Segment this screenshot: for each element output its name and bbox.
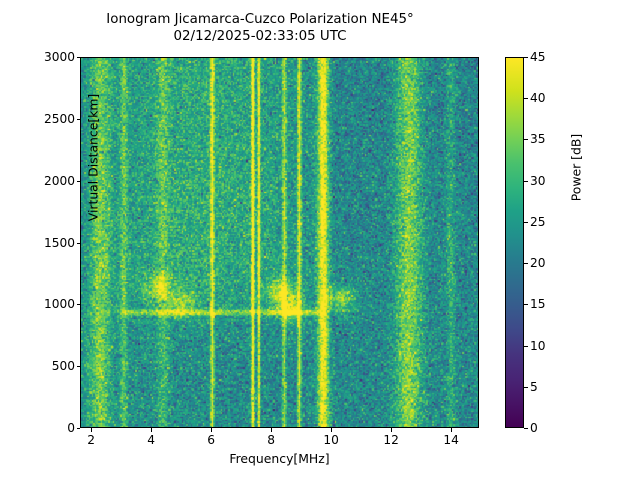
x-tick-label: 4 <box>147 433 155 447</box>
y-tick-label: 2000 <box>43 173 75 188</box>
x-tick-label: 2 <box>87 433 95 447</box>
y-tick-label: 1500 <box>43 235 75 250</box>
x-tick-label: 8 <box>267 433 275 447</box>
colorbar-tick-label: 45 <box>530 50 546 64</box>
x-tick-label: 14 <box>443 433 459 447</box>
x-tick <box>151 428 153 432</box>
x-tick <box>271 428 273 432</box>
colorbar-tick <box>524 57 528 58</box>
colorbar-tick-label: 15 <box>530 297 546 312</box>
ionogram-plot-area <box>80 57 479 428</box>
y-tick <box>76 366 80 368</box>
colorbar-tick <box>524 386 528 388</box>
colorbar-tick-label: 10 <box>530 338 546 353</box>
title-line-2: 02/12/2025-02:33:05 UTC <box>173 29 347 44</box>
colorbar-tick <box>524 263 528 265</box>
colorbar-tick <box>524 345 528 347</box>
y-tick-label: 2500 <box>43 111 75 126</box>
x-tick-label: 12 <box>383 433 399 447</box>
y-tick <box>76 118 80 120</box>
y-tick-label: 1000 <box>43 297 75 312</box>
colorbar-tick <box>524 180 528 182</box>
y-tick <box>76 242 80 244</box>
x-axis-label: Frequency[MHz] <box>229 451 330 466</box>
colorbar-tick-label: 5 <box>530 379 538 394</box>
y-tick-label: 500 <box>51 359 75 374</box>
x-tick <box>391 428 393 432</box>
colorbar-tick <box>524 428 528 429</box>
colorbar-tick <box>524 304 528 306</box>
colorbar-tick <box>524 139 528 141</box>
colorbar-tick-label: 0 <box>530 421 538 435</box>
x-tick-label: 10 <box>323 433 339 447</box>
page-title: Ionogram Jicamarca-Cuzco Polarization NE… <box>0 11 520 45</box>
colorbar-tick <box>524 98 528 100</box>
x-tick <box>91 428 93 432</box>
colorbar-tick-label: 25 <box>530 214 546 229</box>
y-tick-label: 3000 <box>43 50 75 64</box>
ionogram-heatmap <box>81 58 478 427</box>
colorbar-tick <box>524 221 528 223</box>
colorbar-label: Power [dB] <box>568 133 584 202</box>
y-tick <box>76 428 80 429</box>
x-tick-label: 6 <box>207 433 215 447</box>
x-tick <box>451 428 453 432</box>
colorbar-tick-label: 40 <box>530 91 546 106</box>
colorbar <box>505 57 524 428</box>
colorbar-tick-label: 35 <box>530 132 546 147</box>
y-tick <box>76 180 80 182</box>
x-tick <box>331 428 333 432</box>
y-axis-label: Virtual Distance[km] <box>85 93 101 222</box>
title-line-1: Ionogram Jicamarca-Cuzco Polarization NE… <box>106 12 414 27</box>
y-tick <box>76 304 80 306</box>
y-tick-label: 0 <box>67 421 75 435</box>
colorbar-tick-label: 30 <box>530 173 546 188</box>
x-tick <box>211 428 213 432</box>
colorbar-tick-label: 20 <box>530 256 546 271</box>
y-tick <box>76 57 80 58</box>
